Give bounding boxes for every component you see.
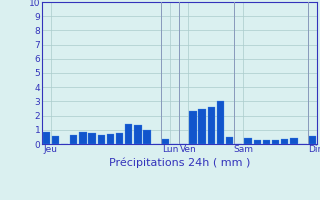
Bar: [198, 108, 206, 144]
Bar: [244, 138, 252, 144]
Bar: [134, 125, 141, 144]
Bar: [125, 124, 132, 144]
Bar: [43, 132, 50, 144]
Bar: [226, 137, 233, 144]
Bar: [79, 132, 86, 144]
Bar: [116, 133, 123, 144]
Bar: [88, 133, 96, 144]
Bar: [263, 140, 270, 144]
Bar: [308, 136, 316, 144]
Bar: [217, 101, 224, 144]
Bar: [290, 138, 298, 144]
Bar: [189, 111, 196, 144]
X-axis label: Précipitations 24h ( mm ): Précipitations 24h ( mm ): [108, 157, 250, 168]
Bar: [253, 140, 261, 144]
Bar: [162, 139, 169, 144]
Bar: [272, 140, 279, 144]
Bar: [52, 136, 59, 144]
Bar: [98, 135, 105, 144]
Bar: [143, 130, 151, 144]
Bar: [70, 135, 77, 144]
Bar: [107, 134, 114, 144]
Bar: [208, 107, 215, 144]
Bar: [281, 139, 288, 144]
